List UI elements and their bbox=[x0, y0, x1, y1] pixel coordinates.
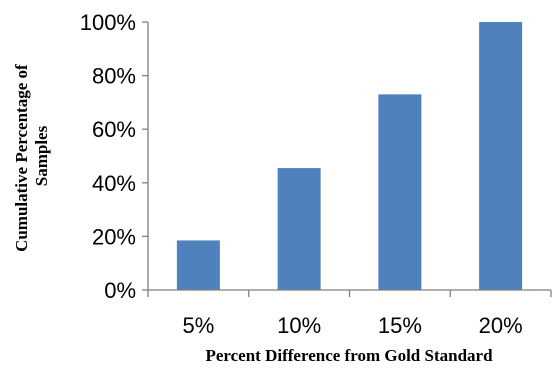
x-tick-label: 15% bbox=[378, 313, 422, 338]
bar-20pct bbox=[479, 22, 523, 290]
y-axis-title-line-2: Samples bbox=[32, 125, 51, 186]
y-axis-title: Cumulative Percentage of Samples bbox=[12, 60, 51, 252]
y-ticks-group: 0% 20% 40% 60% 80% 100% bbox=[80, 10, 148, 303]
x-tick-label: 5% bbox=[182, 313, 214, 338]
x-tick-label: 10% bbox=[277, 313, 321, 338]
bar-10pct bbox=[277, 168, 321, 290]
y-axis-title-line-1: Cumulative Percentage of bbox=[12, 64, 31, 252]
y-tick-label: 20% bbox=[92, 224, 136, 249]
y-tick-label: 80% bbox=[92, 64, 136, 89]
bar-5pct bbox=[176, 240, 220, 290]
y-tick-label: 60% bbox=[92, 117, 136, 142]
bar-15pct bbox=[378, 94, 422, 290]
x-ticks-group: 5% 10% 15% 20% bbox=[147, 290, 552, 338]
y-tick-label: 100% bbox=[80, 10, 136, 35]
x-tick-label: 20% bbox=[479, 313, 523, 338]
y-tick-label: 40% bbox=[92, 171, 136, 196]
bars-group bbox=[176, 22, 523, 290]
y-tick-label: 0% bbox=[104, 278, 136, 303]
x-axis-title: Percent Difference from Gold Standard bbox=[205, 346, 493, 365]
